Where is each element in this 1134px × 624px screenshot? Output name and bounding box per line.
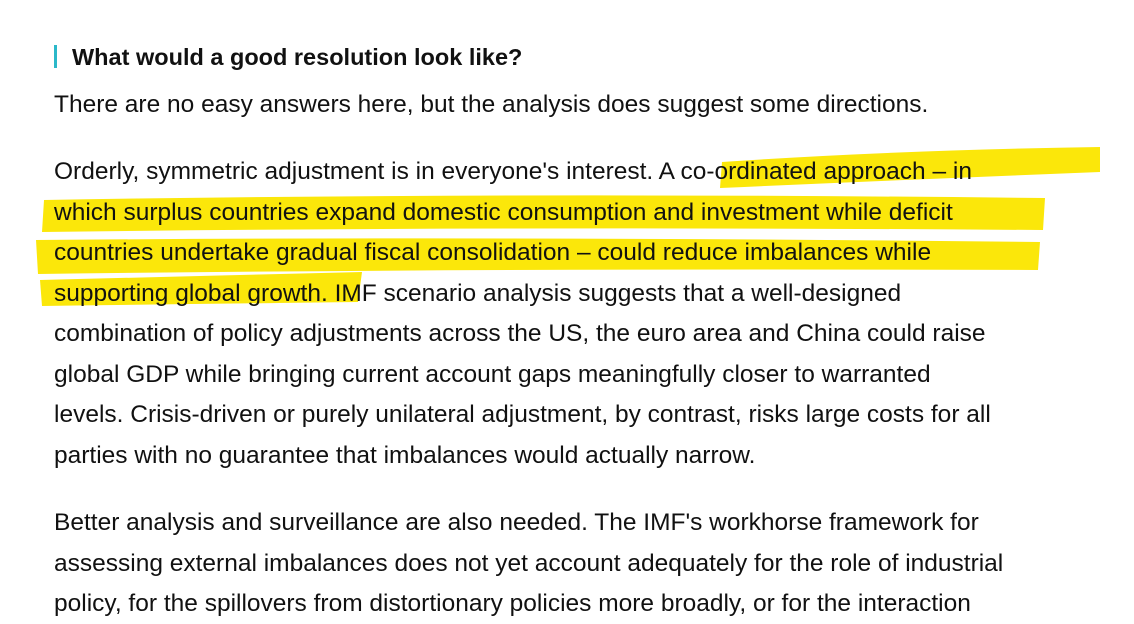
text-line: combination of policy adjustments across… xyxy=(54,320,986,347)
text-line: Orderly, symmetric adjustment is in ever… xyxy=(54,158,972,185)
text-line: countries undertake gradual fiscal conso… xyxy=(54,239,932,266)
page: {"heading": "What would a good resolutio… xyxy=(36,44,1100,617)
highlight xyxy=(720,147,1100,188)
text-line: levels. Crisis-driven or purely unilater… xyxy=(54,401,991,428)
highlight xyxy=(40,272,362,306)
section-heading: What would a good resolution look like? xyxy=(72,44,523,70)
text-line: supporting global growth. IMF scenario a… xyxy=(54,279,902,307)
highlighter-marks xyxy=(36,147,1100,306)
text-line: policy, for the spillovers from distorti… xyxy=(54,590,971,617)
text-line: global GDP while bringing current accoun… xyxy=(54,360,931,388)
highlight xyxy=(42,195,1045,232)
text-line: Better analysis and surveillance are als… xyxy=(54,509,979,536)
text-line: which surplus countries expand domestic … xyxy=(54,198,953,226)
text-line: assessing external imbalances does not y… xyxy=(54,549,1004,577)
highlight xyxy=(36,238,1040,274)
text-line: parties with no guarantee that imbalance… xyxy=(54,441,756,469)
text-line: There are no easy answers here, but the … xyxy=(54,91,929,118)
heading-accent xyxy=(54,45,57,68)
